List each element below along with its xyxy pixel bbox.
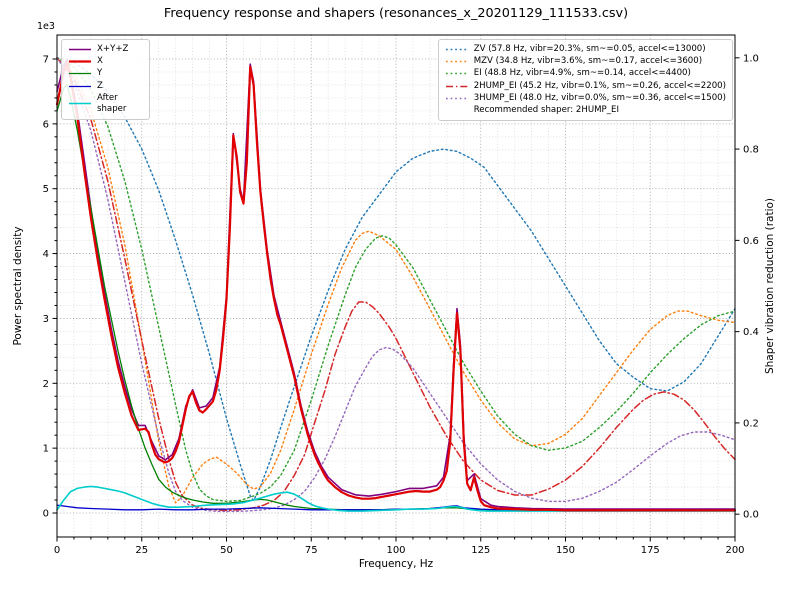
legend-line-sample-icon [445,45,469,54]
y-left-tick-label: 3 [43,314,49,325]
y-left-tick-label: 5 [43,184,49,195]
y-left-tick-label: 7 [43,54,49,65]
x-tick-label: 175 [641,545,660,556]
legend-item-2HUMP_EI: 2HUMP_EI (45.2 Hz, vibr=0.1%, sm~=0.26, … [445,81,726,92]
legend-line-sample-icon [445,57,469,66]
legend-line-sample-icon [68,69,92,78]
y-axis-label-left: Power spectral density [12,226,24,346]
y-left-tick-label: 6 [43,119,49,130]
legend-line-sample-icon [445,82,469,91]
series-X+Y+Z [56,58,736,510]
y-right-tick-label: 0.6 [743,236,759,247]
y-right-tick-label: 0.4 [743,327,759,338]
x-tick-label: 200 [725,545,744,556]
chart-title: Frequency response and shapers (resonanc… [163,6,629,21]
legend-line-sample-icon [445,69,469,78]
legend-line-sample-icon [445,94,469,103]
legend-psd: X+Y+Z X Y Z After shaper [61,39,150,121]
legend-item-3HUMP_EI: 3HUMP_EI (48.0 Hz, vibr=0.0%, sm~=0.36, … [445,93,726,104]
y-left-tick-label: 2 [43,379,49,390]
y-left-tick-label: 1 [43,444,49,455]
recommended-shaper-note: Recommended shaper: 2HUMP_EI [473,104,619,115]
series-MZV [56,57,736,504]
legend-item-label: ZV (57.8 Hz, vibr=20.3%, sm~=0.05, accel… [473,44,706,54]
y-axis-scale-offset-label: 1e3 [37,21,55,32]
legend-item-X: X [68,56,143,67]
legend-item-label: MZV (34.8 Hz, vibr=3.6%, sm~=0.17, accel… [473,56,703,67]
legend-item-label: After shaper [97,92,127,114]
y-left-tick-label: 4 [43,249,49,260]
x-tick-label: 0 [54,545,60,556]
legend-item-label: X+Y+Z [97,44,129,54]
series-2HUMP_EI [56,57,736,512]
legend-item-Z: Z [68,81,143,92]
series-X [55,61,737,512]
legend-item-Y: Y [68,68,143,79]
legend-item-label: X [97,56,103,67]
y-right-tick-label: 0.2 [743,418,759,429]
x-tick-label: 125 [471,545,490,556]
legend-item-ZV: ZV (57.8 Hz, vibr=20.3%, sm~=0.05, accel… [445,44,726,55]
x-tick-label: 150 [556,545,575,556]
legend-line-sample-icon [68,57,92,66]
x-tick-label: 25 [135,545,148,556]
x-axis-label: Frequency, Hz [358,558,434,570]
legend-line-sample-icon [68,99,92,108]
legend-item-X+Y+Z: X+Y+Z [68,44,143,55]
legend-item-label: EI (48.8 Hz, vibr=4.9%, sm~=0.14, accel<… [473,68,691,79]
series-ZV [56,57,736,502]
legend-item-label: Z [97,80,103,91]
x-tick-label: 50 [220,545,233,556]
legend-line-sample-icon [68,45,92,54]
legend-item-label: Y [97,68,103,79]
y-right-tick-label: 0.0 [743,510,759,521]
legend-item-EI: EI (48.8 Hz, vibr=4.9%, sm~=0.14, accel<… [445,68,726,79]
y-axis-label-right: Shaper vibration reduction (ratio) [764,197,776,375]
series-EI [56,57,736,503]
legend-item-After shaper: After shaper [68,93,143,115]
x-tick-label: 100 [386,545,405,556]
y-left-tick-label: 0 [43,509,49,520]
series-After shaper [56,485,736,512]
x-tick-label: 75 [305,545,318,556]
legend-shapers: ZV (57.8 Hz, vibr=20.3%, sm~=0.05, accel… [437,39,733,122]
legend-line-sample-icon [68,82,92,91]
legend-item-MZV: MZV (34.8 Hz, vibr=3.6%, sm~=0.17, accel… [445,56,726,67]
legend-item-label: 2HUMP_EI (45.2 Hz, vibr=0.1%, sm~=0.26, … [473,80,726,91]
legend-item-label: 3HUMP_EI (48.0 Hz, vibr=0.0%, sm~=0.36, … [473,92,726,103]
y-right-tick-label: 1.0 [743,53,759,64]
y-right-tick-label: 0.8 [743,145,759,156]
